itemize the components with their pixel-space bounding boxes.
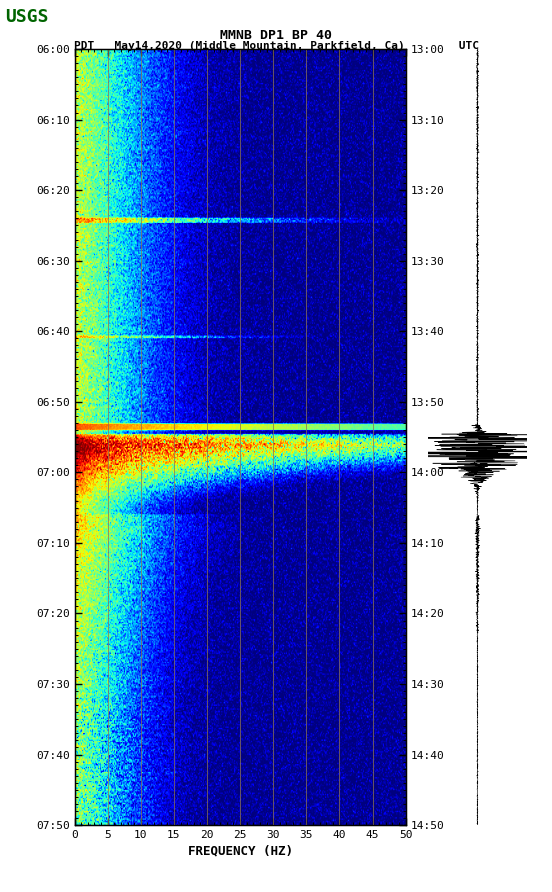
Text: MMNB DP1 BP 40: MMNB DP1 BP 40 (220, 29, 332, 43)
Text: PDT   May14,2020 (Middle Mountain, Parkfield, Ca)        UTC: PDT May14,2020 (Middle Mountain, Parkfie… (73, 41, 479, 51)
Text: USGS: USGS (6, 8, 49, 26)
X-axis label: FREQUENCY (HZ): FREQUENCY (HZ) (188, 844, 293, 857)
